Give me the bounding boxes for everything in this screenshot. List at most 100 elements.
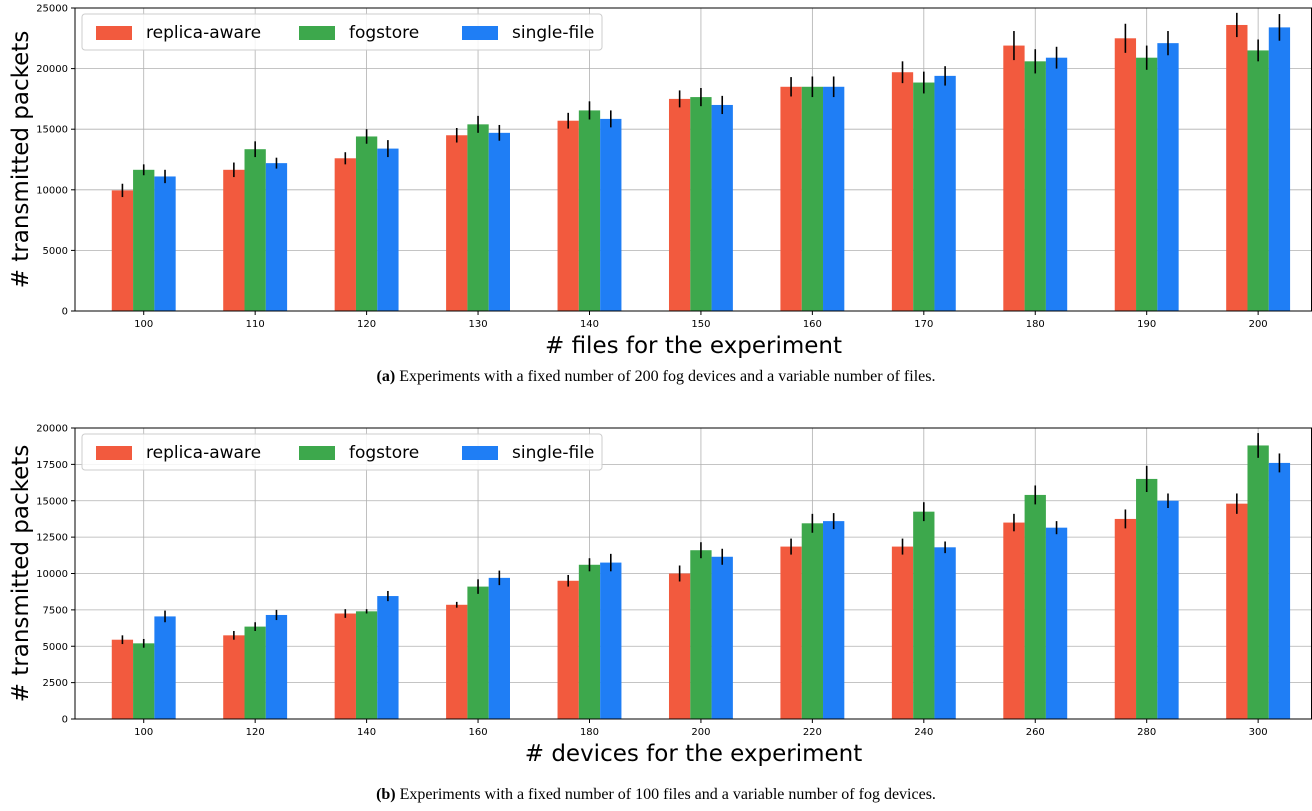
bar-fogstore: [133, 169, 155, 311]
x-tick-label: 120: [357, 319, 376, 330]
y-tick-label: 0: [62, 715, 68, 726]
x-tick-label: 200: [1249, 319, 1268, 330]
bar-single-file: [1157, 500, 1179, 719]
bar-replica-aware: [891, 546, 914, 719]
bar-fogstore: [133, 643, 155, 719]
bar-replica-aware: [1114, 38, 1137, 312]
bar-fogstore: [690, 550, 712, 719]
x-axis-label: # devices for the experiment: [525, 741, 863, 767]
y-tick-label: 7500: [43, 605, 68, 616]
legend-box: [81, 13, 603, 51]
bar-fogstore: [578, 564, 601, 719]
x-tick-label: 240: [914, 727, 933, 738]
x-tick-label: 280: [1137, 727, 1156, 738]
y-tick-label: 10000: [36, 569, 68, 580]
bar-fogstore: [1247, 50, 1269, 312]
bar-fogstore: [1024, 494, 1046, 719]
bar-fogstore: [467, 124, 489, 312]
x-tick-label: 260: [1026, 727, 1045, 738]
y-tick-label: 10000: [36, 185, 68, 196]
bar-single-file: [265, 163, 288, 311]
bar-fogstore: [1136, 478, 1158, 719]
bar-single-file: [488, 577, 510, 719]
bar-replica-aware: [111, 639, 134, 719]
bar-single-file: [488, 132, 510, 311]
x-tick-label: 160: [803, 319, 822, 330]
x-tick-label: 180: [580, 727, 599, 738]
legend-label-replica-aware: replica-aware: [146, 23, 261, 43]
y-axis-label: # transmitted packets: [8, 445, 34, 703]
bar-replica-aware: [1226, 24, 1248, 312]
bar-fogstore: [913, 511, 935, 719]
y-tick-label: 20000: [36, 424, 68, 435]
legend-label-single-file: single-file: [512, 23, 594, 43]
bar-replica-aware: [780, 86, 802, 311]
bar-fogstore: [578, 110, 601, 311]
caption-b: (b) Experiments with a fixed number of 1…: [0, 786, 1312, 804]
legend-box: [81, 433, 603, 471]
bar-fogstore: [244, 626, 266, 719]
x-tick-label: 200: [691, 727, 710, 738]
x-tick-label: 100: [134, 319, 153, 330]
bar-replica-aware: [1003, 45, 1025, 312]
y-tick-label: 25000: [36, 4, 68, 15]
bar-fogstore: [801, 86, 824, 311]
bar-single-file: [377, 148, 399, 311]
bar-replica-aware: [1226, 503, 1248, 719]
chart-devices: 0 2500 5000 7500 10000 12500 15000 17500 20000 10…: [8, 424, 1312, 767]
bar-fogstore: [355, 611, 378, 719]
bar-single-file: [154, 616, 176, 719]
y-axis-label: # transmitted packets: [8, 31, 34, 289]
y-tick-label: 12500: [36, 533, 68, 544]
legend-swatch-fogstore: [299, 26, 335, 40]
bar-fogstore: [355, 136, 378, 311]
x-tick-label: 170: [914, 319, 933, 330]
bar-single-file: [1045, 527, 1068, 719]
bar-replica-aware: [334, 158, 356, 311]
bar-single-file: [1268, 462, 1291, 719]
x-tick-label: 180: [1026, 319, 1045, 330]
y-tick-label: 15000: [36, 125, 68, 136]
bar-fogstore: [801, 523, 824, 719]
bar-single-file: [1045, 57, 1068, 311]
caption-b-text: Experiments with a fixed number of 100 f…: [395, 786, 936, 803]
caption-b-label: (b): [376, 786, 396, 803]
legend-swatch-replica-aware: [96, 26, 132, 40]
bar-single-file: [823, 86, 845, 311]
bar-fogstore: [1136, 57, 1158, 311]
legend-swatch-single-file: [462, 26, 498, 40]
y-tick-label: 2500: [43, 678, 68, 689]
x-axis-label: # files for the experiment: [545, 333, 842, 359]
legend-label-fogstore: fogstore: [349, 443, 419, 463]
legend-label-single-file: single-file: [512, 443, 594, 463]
x-tick-label: 220: [803, 727, 822, 738]
bar-single-file: [1157, 43, 1179, 311]
x-tick-label: 100: [134, 727, 153, 738]
bar-fogstore: [913, 82, 935, 312]
bar-single-file: [711, 556, 733, 719]
y-tick-label: 17500: [36, 460, 68, 471]
bar-fogstore: [467, 586, 489, 719]
legend-label-fogstore: fogstore: [349, 23, 419, 43]
caption-a-label: (a): [376, 368, 396, 385]
bar-fogstore: [1024, 61, 1046, 311]
bar-replica-aware: [223, 635, 245, 719]
caption-a: (a) Experiments with a fixed number of 2…: [0, 368, 1312, 386]
bar-replica-aware: [1003, 522, 1025, 719]
bar-replica-aware: [446, 604, 468, 719]
legend-swatch-single-file: [462, 446, 498, 460]
bar-fogstore: [244, 149, 266, 311]
x-tick-label: 120: [246, 727, 265, 738]
bar-replica-aware: [668, 98, 691, 312]
bar-single-file: [265, 614, 288, 719]
bar-single-file: [154, 176, 176, 311]
bar-replica-aware: [111, 190, 134, 311]
bar-single-file: [934, 547, 956, 719]
bar-replica-aware: [891, 72, 914, 312]
bar-single-file: [823, 521, 845, 719]
bar-replica-aware: [557, 120, 579, 311]
bar-single-file: [1268, 27, 1291, 312]
bar-replica-aware: [668, 573, 691, 719]
legend-swatch-fogstore: [299, 446, 335, 460]
caption-a-text: Experiments with a fixed number of 200 f…: [395, 368, 936, 385]
